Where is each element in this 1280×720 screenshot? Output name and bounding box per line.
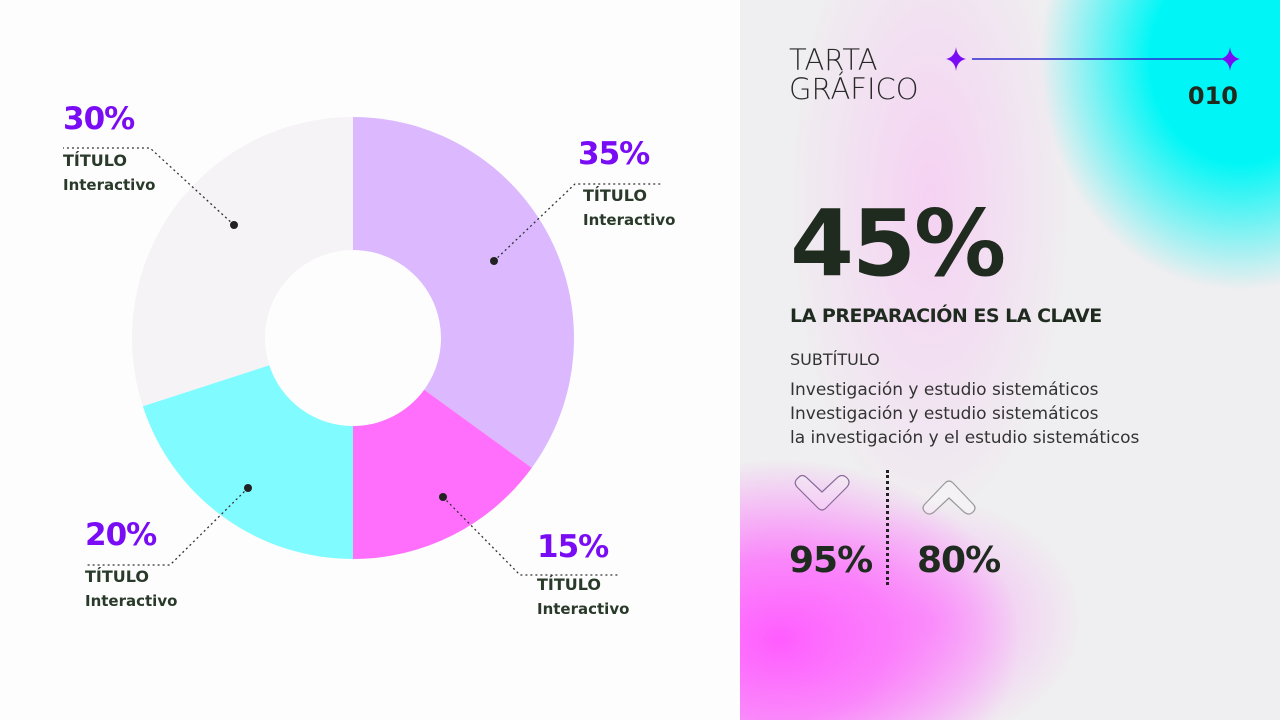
label-title: TÍTULO [583, 186, 647, 205]
decorative-line [946, 47, 1240, 71]
highlight-value: 45% [790, 190, 1006, 297]
label-title: TÍTULO [85, 567, 149, 586]
leader-line [85, 487, 249, 566]
data-label: 35% [578, 136, 650, 172]
slice-label: 15% TÍTULO Interactivo [537, 529, 629, 621]
sparkle-icon [1220, 47, 1240, 71]
description-line: la investigación y el estudio sistemátic… [790, 428, 1140, 448]
label-title: TÍTULO [63, 151, 127, 170]
subtitle: SUBTÍTULO [790, 350, 880, 369]
description: Investigación y estudio sistemáticos Inv… [790, 378, 1139, 450]
donut-chart [63, 117, 663, 576]
label-subtitle: Interactivo [583, 211, 676, 229]
description-line: Investigación y estudio sistemáticos [790, 380, 1099, 400]
title-line: TARTA [789, 43, 878, 77]
description-line: Investigación y estudio sistemáticos [790, 404, 1099, 424]
label-subtitle: Interactivo [63, 176, 156, 194]
sparkle-icon [946, 47, 966, 71]
leader-dot [439, 493, 447, 501]
label-title: TÍTULO [537, 575, 601, 594]
pie-slice[interactable] [353, 389, 532, 559]
data-label: 30% [63, 101, 135, 137]
leader-dot [490, 257, 498, 265]
leader-dot [244, 484, 252, 492]
pie-slice[interactable] [142, 365, 353, 559]
heading: LA PREPARACIÓN ES LA CLAVE [790, 305, 1102, 327]
slice-label: 30% TÍTULO Interactivo [63, 101, 155, 197]
data-label: 15% [537, 529, 609, 565]
stat-value: 95% [789, 540, 873, 581]
panel-title: TARTA GRÁFICO [789, 46, 919, 104]
leader-line [493, 183, 663, 262]
pie-slice[interactable] [353, 117, 575, 468]
pie-slice[interactable] [131, 117, 353, 407]
chart-area: 35% TÍTULO Interactivo 15% TÍTULO Intera… [63, 101, 676, 621]
leader-dot [230, 221, 238, 229]
title-line: GRÁFICO [789, 72, 919, 106]
page-number: 010 [1187, 82, 1238, 110]
stat-value: 80% [917, 540, 1001, 581]
slice-label: 35% TÍTULO Interactivo [578, 136, 675, 232]
info-panel: TARTA GRÁFICO 010 45% LA PREPARACIÓN ES … [740, 0, 1280, 720]
leader-line [442, 496, 620, 576]
leader-line [63, 147, 235, 226]
label-subtitle: Interactivo [85, 592, 178, 610]
slice-label: 20% TÍTULO Interactivo [85, 517, 177, 613]
data-label: 20% [85, 517, 157, 553]
label-subtitle: Interactivo [537, 600, 630, 618]
chevron-down-icon [794, 474, 850, 511]
divider [886, 470, 889, 585]
chevron-up-icon [922, 480, 976, 515]
